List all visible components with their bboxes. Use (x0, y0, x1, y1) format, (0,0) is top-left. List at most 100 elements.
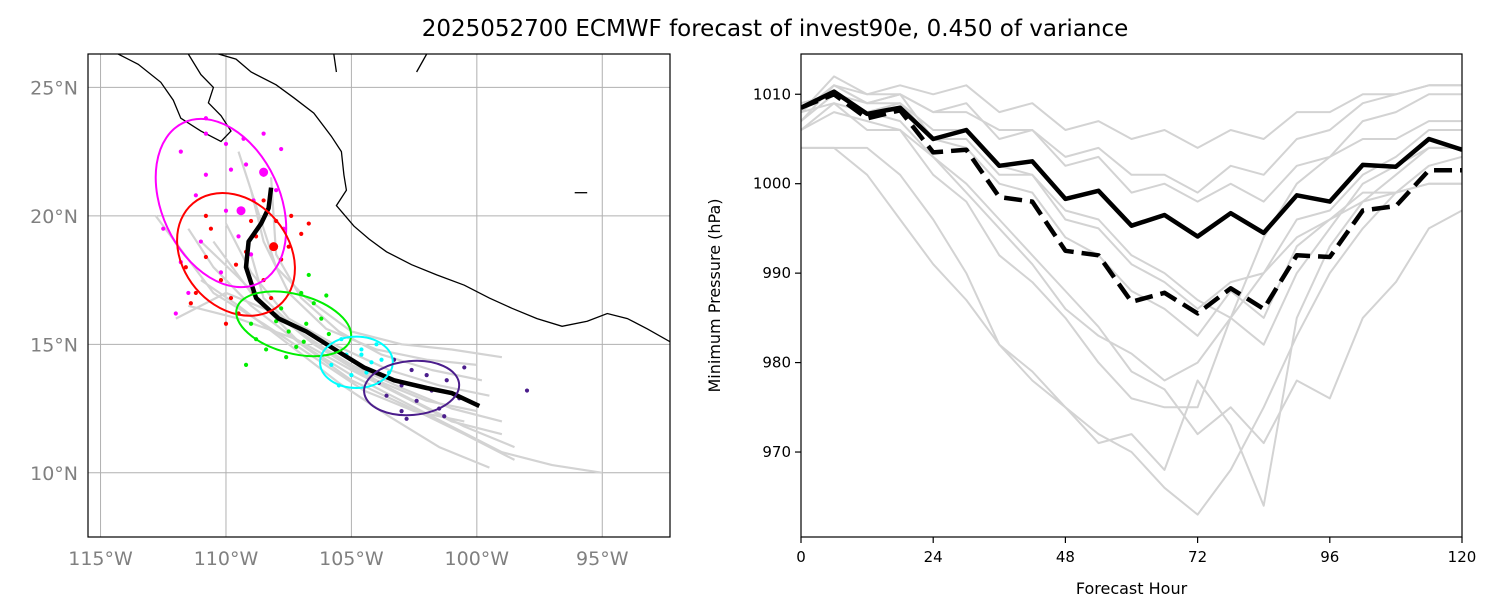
map-lon-tick-label: 100°W (445, 548, 510, 570)
day3-ensemble-point (324, 293, 329, 298)
day3-ensemble-point (306, 272, 311, 278)
day1-ensemble-point (178, 149, 183, 154)
x-tick-label: 72 (1188, 548, 1207, 566)
ensemble-track (270, 177, 483, 382)
member-pressure-line (801, 146, 1462, 507)
day3-ensemble-point (264, 347, 269, 352)
day1-end-mean-position (259, 167, 269, 177)
x-tick-label: 96 (1320, 548, 1339, 566)
day3-ensemble-point (326, 331, 331, 337)
y-tick-label: 990 (762, 264, 791, 282)
day2-ensemble-point (306, 221, 311, 226)
y-tick-label: 1000 (753, 175, 791, 193)
day4-ensemble-point (349, 373, 354, 378)
day2-position-ellipse (176, 192, 296, 317)
ensemble-track (154, 215, 465, 423)
day2-ensemble-point (203, 254, 209, 260)
map-gridlines (88, 54, 670, 537)
day1-ensemble-point (228, 167, 234, 172)
day5-ensemble-point (384, 393, 389, 398)
map-lon-tick-label: 95°W (576, 548, 629, 570)
member-pressure-line (801, 93, 1462, 409)
pressure-panel: 0 24 48 72 96 120 970 980 990 1000 1010 Forecast H… (705, 53, 1477, 598)
median-pressure-line (801, 92, 1462, 316)
pressure-x-axis-label: Forecast Hour (1076, 579, 1188, 598)
x-tick-label: 120 (1448, 548, 1477, 566)
ensemble-track (188, 304, 503, 436)
day3-ensemble-point (319, 316, 324, 321)
y-tick-label: 970 (762, 443, 791, 461)
map-lon-tick-label: 110°W (194, 548, 259, 570)
day4-ensemble-point (379, 357, 384, 362)
day3-ensemble-point (304, 321, 309, 326)
day2-ensemble-point (299, 231, 304, 236)
member-pressure-line (801, 102, 1462, 445)
day3-ensemble-point (286, 329, 291, 334)
day1-ensemble-point (186, 290, 191, 296)
day2-mean-position (269, 242, 279, 252)
day2-ensemble-point (289, 213, 294, 218)
day1-ensemble-point (243, 162, 249, 167)
day3-ensemble-point (248, 321, 254, 326)
x-tick-label: 24 (924, 548, 943, 566)
pressure-ticks: 0 24 48 72 96 120 970 980 990 1000 1010 (753, 85, 1477, 566)
coastline (117, 54, 670, 343)
coastline-segment (218, 54, 670, 343)
day4-ensemble-point (359, 347, 364, 352)
day4-position-ellipse (319, 335, 394, 389)
day2-ensemble-point (286, 244, 291, 249)
day4-ensemble-point (369, 360, 374, 365)
day1-ensemble-point (203, 131, 209, 136)
member-pressure-line (801, 84, 1462, 194)
pressure-series (801, 75, 1462, 516)
day1-ensemble-point (193, 193, 198, 198)
pressure-y-axis-label: Minimum Pressure (hPa) (705, 199, 724, 393)
day3-ensemble-point (243, 362, 249, 367)
day1-ensemble-point (161, 226, 166, 231)
map-lon-tick-label: 115°W (68, 548, 133, 570)
figure-title: 2025052700 ECMWF forecast of invest90e, … (422, 16, 1129, 42)
day1-mean-position (236, 206, 246, 216)
day4-ensemble-point (329, 362, 334, 367)
day2-ensemble-point (269, 295, 274, 301)
map-lat-tick-label: 10°N (30, 463, 78, 485)
map-tick-labels: 115°W 110°W 105°W 100°W 95°W 10°N 15°N 20°N 25°N (30, 77, 629, 570)
day2-ensemble-point (183, 265, 188, 270)
day1-ensemble-point (223, 141, 229, 147)
day5-ensemble-point (424, 373, 429, 378)
day5-ensemble-point (462, 365, 467, 370)
member-pressure-line (801, 84, 1462, 310)
day4-ensemble-point (359, 352, 364, 357)
coastline-segment (117, 54, 232, 143)
day4-ensemble-point (364, 370, 369, 375)
mean-track-layer (236, 167, 481, 409)
day1-ensemble-point (223, 208, 229, 213)
ensemble-tracks (154, 151, 603, 474)
mean-pressure-line (801, 89, 1462, 239)
ensemble-track (225, 223, 490, 397)
position-ellipses (154, 117, 461, 417)
day2-ensemble-point (233, 262, 239, 267)
day2-ensemble-point (208, 226, 214, 231)
member-pressure-line (801, 93, 1462, 346)
ensemble-track (212, 240, 603, 474)
track-map-panel: 115°W 110°W 105°W 100°W 95°W 10°N 15°N 20°N 25°N (30, 53, 671, 570)
day5-ensemble-point (414, 398, 419, 403)
day2-ensemble-point (218, 277, 224, 283)
day2-ensemble-point (228, 295, 234, 301)
day2-ensemble-point (193, 290, 198, 296)
y-tick-label: 1010 (753, 85, 791, 103)
day3-ensemble-point (311, 301, 316, 306)
day1-ensemble-point (279, 146, 284, 152)
day1-ensemble-point (203, 172, 209, 177)
day3-ensemble-point (294, 344, 299, 349)
day5-ensemble-point (442, 414, 447, 419)
day3-position-ellipse (235, 290, 353, 358)
day4-ensemble-point (374, 342, 379, 347)
y-tick-label: 980 (762, 354, 791, 372)
day5-ensemble-point (409, 367, 414, 373)
day1-position-ellipse (154, 117, 288, 289)
day3-ensemble-point (284, 355, 289, 360)
coastline-segment (333, 54, 338, 73)
day1-ensemble-point (261, 131, 266, 136)
